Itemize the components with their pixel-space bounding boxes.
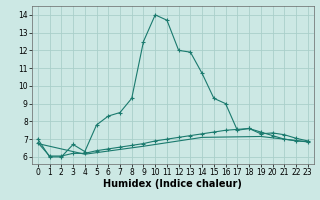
X-axis label: Humidex (Indice chaleur): Humidex (Indice chaleur) [103, 179, 242, 189]
